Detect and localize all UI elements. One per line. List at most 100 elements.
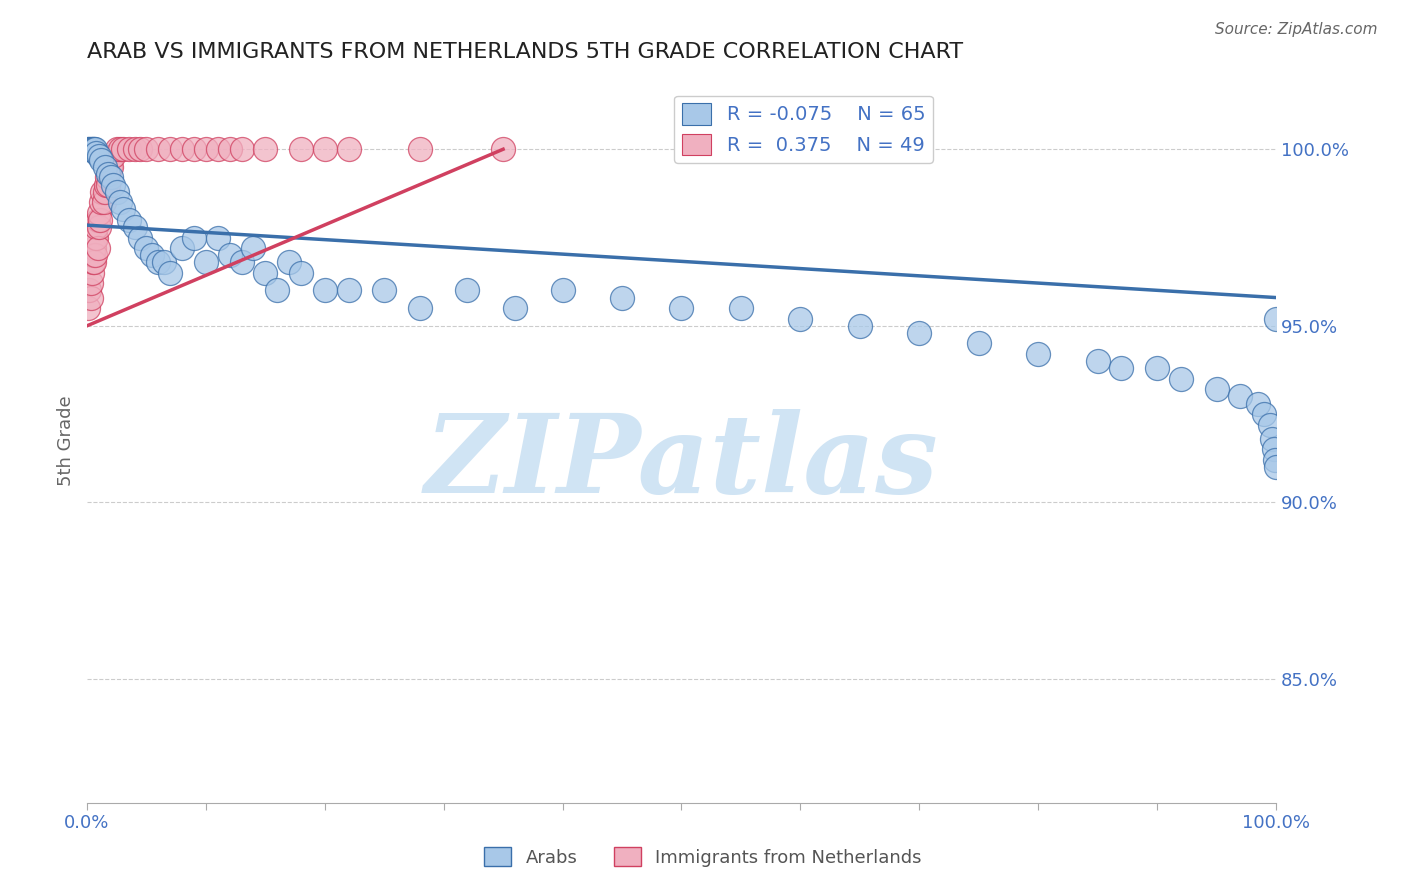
Point bbox=[254, 142, 277, 156]
Point bbox=[117, 212, 139, 227]
Point bbox=[849, 318, 872, 333]
Point bbox=[409, 301, 432, 315]
Point bbox=[82, 142, 104, 156]
Point bbox=[908, 326, 931, 340]
Point bbox=[159, 142, 181, 156]
Point bbox=[610, 291, 633, 305]
Point bbox=[77, 142, 100, 156]
Point bbox=[80, 142, 103, 156]
Point bbox=[93, 195, 115, 210]
Point bbox=[153, 255, 176, 269]
Point bbox=[1265, 311, 1288, 326]
Point bbox=[172, 241, 194, 255]
Point bbox=[79, 284, 101, 298]
Point bbox=[231, 142, 253, 156]
Point bbox=[492, 142, 515, 156]
Point bbox=[207, 230, 229, 244]
Point bbox=[83, 142, 105, 156]
Point bbox=[1265, 460, 1288, 475]
Point bbox=[1026, 347, 1049, 361]
Point bbox=[671, 301, 693, 315]
Point bbox=[87, 149, 110, 163]
Point bbox=[135, 142, 157, 156]
Legend: R = -0.075    N = 65, R =  0.375    N = 49: R = -0.075 N = 65, R = 0.375 N = 49 bbox=[675, 95, 934, 163]
Point bbox=[117, 142, 139, 156]
Point bbox=[1146, 361, 1168, 376]
Point bbox=[1247, 396, 1270, 410]
Point bbox=[314, 284, 336, 298]
Y-axis label: 5th Grade: 5th Grade bbox=[58, 395, 75, 486]
Point bbox=[1258, 417, 1281, 432]
Point bbox=[94, 185, 117, 199]
Point bbox=[730, 301, 752, 315]
Point bbox=[83, 241, 105, 255]
Point bbox=[218, 248, 240, 262]
Point bbox=[105, 142, 128, 156]
Point bbox=[79, 142, 101, 156]
Point bbox=[86, 145, 108, 160]
Point bbox=[337, 142, 360, 156]
Point bbox=[194, 255, 217, 269]
Text: Source: ZipAtlas.com: Source: ZipAtlas.com bbox=[1215, 22, 1378, 37]
Point bbox=[1253, 407, 1275, 421]
Point bbox=[86, 212, 108, 227]
Point bbox=[148, 142, 170, 156]
Point bbox=[80, 266, 103, 280]
Point bbox=[124, 142, 146, 156]
Point bbox=[314, 142, 336, 156]
Point bbox=[111, 202, 134, 217]
Point bbox=[135, 241, 157, 255]
Point bbox=[1205, 383, 1227, 397]
Point bbox=[231, 255, 253, 269]
Point bbox=[97, 178, 120, 192]
Point bbox=[100, 160, 122, 174]
Point bbox=[86, 241, 108, 255]
Point bbox=[409, 142, 432, 156]
Point bbox=[1087, 354, 1109, 368]
Point bbox=[94, 160, 117, 174]
Point bbox=[254, 266, 277, 280]
Point bbox=[194, 142, 217, 156]
Point bbox=[337, 284, 360, 298]
Point bbox=[105, 185, 128, 199]
Point bbox=[159, 266, 181, 280]
Point bbox=[79, 277, 101, 291]
Point bbox=[79, 142, 101, 156]
Text: ARAB VS IMMIGRANTS FROM NETHERLANDS 5TH GRADE CORRELATION CHART: ARAB VS IMMIGRANTS FROM NETHERLANDS 5TH … bbox=[87, 42, 963, 62]
Point bbox=[83, 255, 105, 269]
Point bbox=[101, 149, 124, 163]
Legend: Arabs, Immigrants from Netherlands: Arabs, Immigrants from Netherlands bbox=[477, 840, 929, 874]
Point bbox=[148, 255, 170, 269]
Point bbox=[129, 230, 152, 244]
Point bbox=[89, 212, 111, 227]
Point bbox=[503, 301, 526, 315]
Point bbox=[86, 219, 108, 234]
Point bbox=[97, 167, 120, 181]
Point bbox=[1263, 442, 1285, 457]
Point bbox=[84, 248, 107, 262]
Point bbox=[1261, 432, 1284, 446]
Point bbox=[111, 142, 134, 156]
Point bbox=[96, 170, 118, 185]
Point bbox=[373, 284, 395, 298]
Point bbox=[1264, 453, 1286, 467]
Point bbox=[1229, 389, 1251, 403]
Point bbox=[172, 142, 194, 156]
Point bbox=[218, 142, 240, 156]
Point bbox=[90, 195, 112, 210]
Point bbox=[110, 142, 132, 156]
Point bbox=[266, 284, 288, 298]
Point bbox=[1170, 372, 1192, 386]
Point bbox=[77, 301, 100, 315]
Point bbox=[84, 142, 107, 156]
Point bbox=[87, 219, 110, 234]
Point bbox=[242, 241, 264, 255]
Point bbox=[967, 336, 990, 351]
Point bbox=[82, 248, 104, 262]
Point bbox=[101, 178, 124, 192]
Point bbox=[290, 266, 312, 280]
Point bbox=[278, 255, 301, 269]
Point bbox=[84, 230, 107, 244]
Point bbox=[87, 206, 110, 220]
Point bbox=[789, 311, 811, 326]
